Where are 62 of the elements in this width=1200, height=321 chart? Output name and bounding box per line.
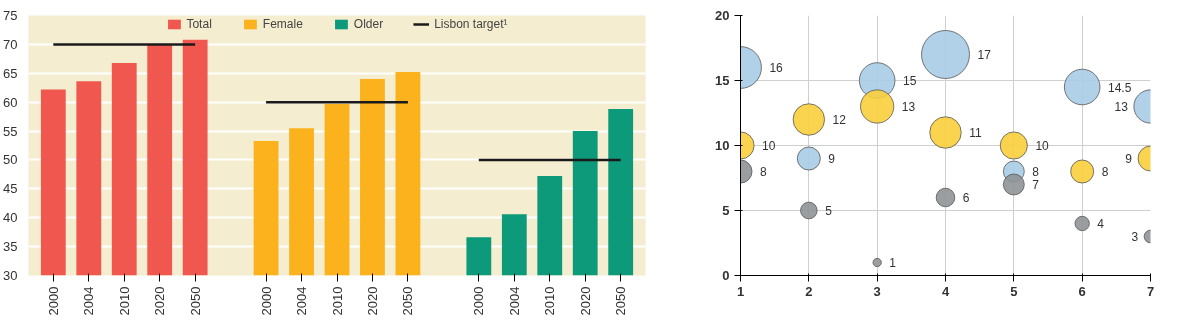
data-label: 4	[1097, 217, 1105, 231]
x-tick-label: 6	[1078, 283, 1086, 299]
data-label: 3	[1131, 230, 1139, 244]
x-tick-label: 2000	[258, 286, 274, 316]
data-label: 10	[1035, 139, 1050, 153]
x-tick-label: 2000	[45, 286, 61, 316]
x-tick-label: 2	[805, 283, 813, 299]
y-tick-label: 50	[3, 152, 18, 168]
data-label: 10	[762, 139, 776, 153]
x-tick-label: 2050	[400, 286, 416, 316]
y-tick-label: 65	[3, 65, 18, 81]
x-tick-label: 2010	[116, 286, 132, 316]
x-tick-label: 2004	[81, 286, 97, 316]
y-tick-label: 5	[722, 203, 730, 218]
y-tick-label: 30	[3, 268, 18, 283]
x-tick-label: 2020	[577, 286, 593, 316]
x-tick-label: 2010	[329, 286, 345, 316]
y-tick-label: 0	[722, 268, 730, 283]
x-tick-label: 4	[941, 283, 950, 299]
y-tick-label: 75	[3, 8, 18, 23]
y-tick-label: 10	[715, 138, 730, 153]
data-label: 15	[902, 74, 917, 88]
data-label: 17	[977, 48, 992, 62]
data-label: 16	[769, 61, 784, 75]
data-label: 14.5	[1107, 80, 1132, 95]
data-label: 7	[1032, 178, 1040, 192]
data-label: 1	[889, 256, 897, 270]
x-tick-label: 2050	[613, 286, 629, 316]
y-tick-label: 15	[715, 73, 730, 88]
legend-label: Older	[353, 17, 384, 31]
y-tick-label: 45	[3, 181, 18, 197]
data-label: 12	[832, 113, 847, 127]
y-tick-label: 55	[3, 123, 18, 139]
y-tick-label: 40	[3, 210, 18, 226]
y-tick-label: 20	[715, 8, 730, 23]
data-label: 13	[901, 100, 916, 114]
y-tick-label: 35	[3, 239, 18, 255]
legend-label: Lisbon target¹	[434, 17, 508, 31]
legend-label: Female	[262, 17, 303, 31]
data-label: 5	[825, 204, 833, 218]
data-label: 8	[1101, 165, 1109, 179]
data-label: 8	[1032, 165, 1040, 179]
x-tick-label: 2050	[187, 286, 203, 316]
x-tick-label: 2004	[294, 286, 310, 316]
data-label: 9	[828, 152, 836, 166]
y-tick-label: 60	[3, 94, 18, 110]
x-tick-label: 1	[736, 283, 745, 299]
x-tick-label: 3	[873, 283, 881, 299]
x-tick-label: 2020	[364, 286, 380, 316]
y-tick-label: 70	[3, 36, 18, 52]
x-tick-label: 5	[1010, 283, 1018, 299]
x-tick-label: 2010	[542, 286, 558, 316]
data-label: 11	[969, 126, 983, 140]
x-tick-label: 2020	[152, 286, 168, 316]
legend-label: Total	[186, 17, 212, 31]
x-tick-label: 7	[1146, 283, 1155, 299]
data-label: 13	[1114, 100, 1129, 114]
x-tick-label: 2004	[506, 286, 522, 316]
data-label: 6	[962, 191, 970, 205]
data-label: 8	[760, 165, 768, 179]
data-label: 9	[1125, 152, 1133, 166]
x-tick-label: 2000	[471, 286, 487, 316]
